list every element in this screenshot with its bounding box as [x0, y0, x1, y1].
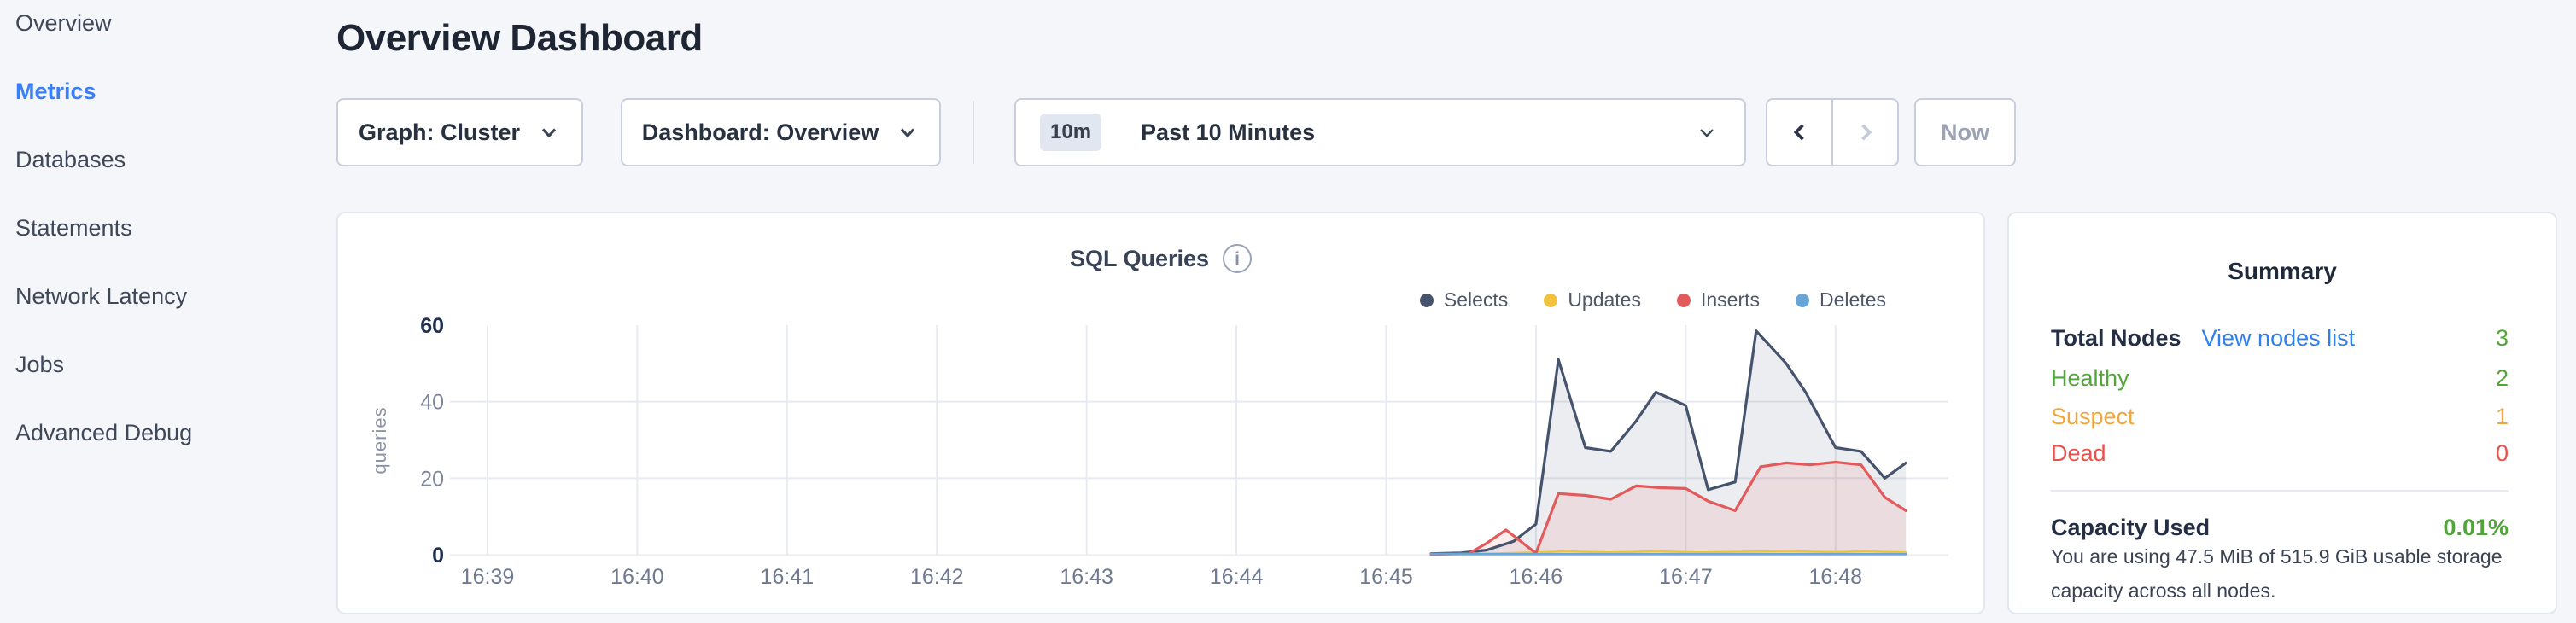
legend-dot-selects	[1419, 293, 1434, 307]
sql-queries-chart[interactable]: 16:39 16:40 16:41 16:42 16:43 16:44 16:45 16:46…	[338, 213, 1987, 616]
summary-row-healthy: Healthy 2	[2009, 358, 2556, 399]
time-step-buttons	[1766, 98, 1899, 166]
chevron-down-icon	[901, 128, 915, 138]
sidebar-nav-list: Overview Metrics Databases Statements Networ…	[0, 0, 324, 467]
chart-header: SQL Queries i	[338, 244, 1983, 273]
x-tick-label: 16:40	[610, 565, 664, 589]
legend-label: Updates	[1568, 288, 1641, 311]
status-label: Dead	[2051, 440, 2106, 466]
sidebar-item-jobs[interactable]: Jobs	[15, 352, 65, 377]
toolbar-divider	[973, 101, 974, 164]
y-axis-label: queries	[369, 406, 390, 474]
series-fill-selects	[1431, 330, 1907, 555]
chevron-left-icon	[1793, 124, 1804, 141]
capacity-used-value: 0.01%	[2443, 514, 2509, 540]
summary-divider	[2051, 490, 2509, 492]
sidebar-item-statements[interactable]: Statements	[15, 215, 132, 241]
summary-title: Summary	[2228, 258, 2337, 284]
total-nodes-value: 3	[2495, 324, 2509, 351]
x-tick-label: 16:47	[1659, 565, 1713, 589]
chart-legend: Selects Updates Inserts Deletes	[1419, 288, 1886, 312]
legend-item-selects[interactable]: Selects	[1419, 288, 1509, 312]
sql-queries-chart-card: SQL Queries i Selects Updates Inserts Delet…	[336, 212, 1985, 614]
legend-dot-updates	[1544, 293, 1558, 307]
series-line-inserts	[1429, 460, 1907, 556]
x-tick-label: 16:45	[1359, 565, 1413, 589]
x-tick-label: 16:44	[1210, 565, 1264, 589]
legend-label: Selects	[1443, 288, 1509, 311]
status-value: 0	[2495, 440, 2509, 466]
time-range-dropdown[interactable]: 10m Past 10 Minutes	[1014, 98, 1746, 166]
legend-label: Inserts	[1700, 288, 1761, 311]
summary-row-suspect: Suspect 1	[2009, 396, 2556, 437]
capacity-description: You are using 47.5 MiB of 515.9 GiB usab…	[2051, 545, 2503, 602]
main-content: Overview Dashboard Graph: Cluster Dashbo…	[336, 0, 2576, 623]
chevron-down-icon	[541, 128, 557, 138]
status-label: Suspect	[2051, 403, 2135, 429]
summary-panel: Summary Total Nodes View nodes list 3 He…	[2007, 212, 2557, 614]
status-value: 1	[2495, 403, 2509, 429]
status-value: 2	[2495, 364, 2509, 391]
x-tick-label: 16:43	[1060, 565, 1113, 589]
y-tick-label: 0	[432, 544, 444, 568]
summary-row-total-nodes: Total Nodes View nodes list 3	[2009, 317, 2556, 358]
chevron-right-icon	[1860, 124, 1872, 141]
sidebar-item-network-latency[interactable]: Network Latency	[15, 283, 188, 309]
info-icon[interactable]: i	[1223, 244, 1253, 273]
x-tick-label: 16:46	[1510, 565, 1563, 589]
summary-row-dead: Dead 0	[2009, 433, 2556, 474]
legend-item-deletes[interactable]: Deletes	[1796, 288, 1886, 312]
time-range-badge: 10m	[1040, 114, 1102, 151]
legend-dot-deletes	[1796, 293, 1810, 307]
page-title: Overview Dashboard	[336, 17, 703, 59]
time-range-label: Past 10 Minutes	[1141, 119, 1316, 145]
view-nodes-list-link[interactable]: View nodes list	[2201, 324, 2356, 351]
chevron-down-icon	[1700, 129, 1714, 137]
total-nodes-label: Total Nodes	[2051, 324, 2182, 351]
dashboard-dropdown[interactable]: Dashboard: Overview	[621, 98, 941, 166]
capacity-used-label: Capacity Used	[2051, 514, 2211, 540]
x-tick-label: 16:41	[761, 565, 815, 589]
sidebar-item-advanced-debug[interactable]: Advanced Debug	[15, 420, 193, 445]
x-tick-label: 16:48	[1808, 565, 1862, 589]
time-prev-button[interactable]	[1767, 100, 1833, 165]
series-line-updates	[1429, 550, 1907, 556]
summary-row-capacity: Capacity Used 0.01%	[2009, 507, 2556, 548]
y-tick-label: 40	[420, 391, 444, 415]
series-fill-inserts	[1431, 462, 1907, 555]
x-tick-label: 16:42	[910, 565, 964, 589]
graph-dropdown[interactable]: Graph: Cluster	[336, 98, 583, 166]
legend-label: Deletes	[1820, 288, 1886, 311]
dashboard-dropdown-label: Dashboard: Overview	[641, 119, 879, 145]
legend-dot-inserts	[1676, 293, 1691, 307]
sidebar-item-overview[interactable]: Overview	[15, 10, 112, 36]
status-label: Healthy	[2051, 364, 2129, 391]
now-button[interactable]: Now	[1914, 98, 2016, 166]
graph-dropdown-label: Graph: Cluster	[358, 119, 521, 145]
legend-item-inserts[interactable]: Inserts	[1676, 288, 1761, 312]
y-tick-label: 60	[420, 314, 444, 338]
legend-item-updates[interactable]: Updates	[1544, 288, 1641, 312]
sidebar: Overview Metrics Databases Statements Networ…	[0, 0, 324, 623]
sidebar-item-metrics[interactable]: Metrics	[15, 79, 96, 104]
x-tick-label: 16:39	[461, 565, 515, 589]
time-next-button[interactable]	[1833, 100, 1897, 165]
y-tick-label: 20	[420, 467, 444, 491]
chart-title: SQL Queries	[1069, 245, 1210, 271]
sidebar-item-databases[interactable]: Databases	[15, 147, 126, 172]
